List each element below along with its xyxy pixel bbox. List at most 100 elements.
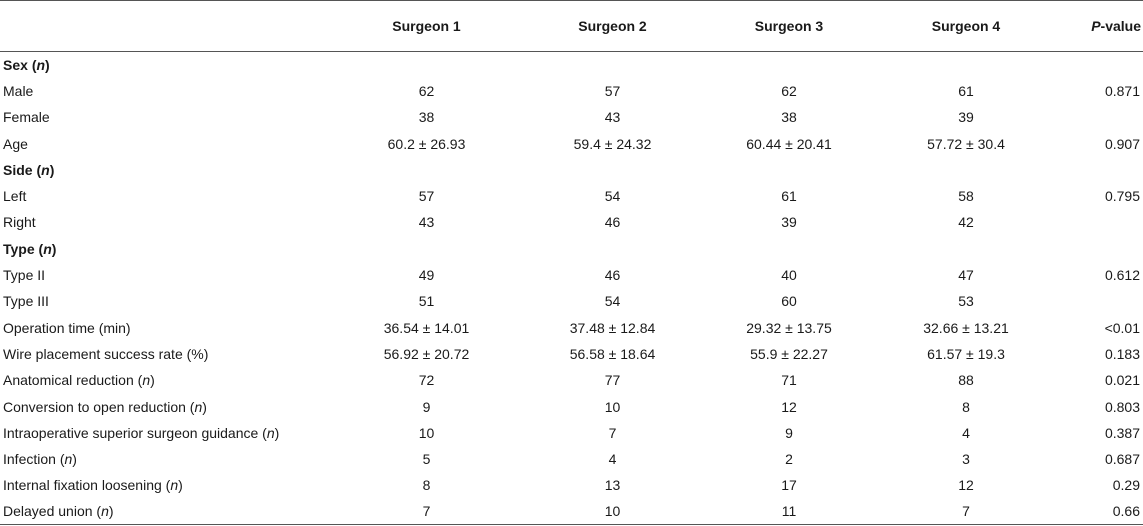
cell-surgeon-2: 54 bbox=[604, 188, 621, 205]
cell-p-value: 0.183 bbox=[1104, 345, 1140, 362]
table-row: Left 57 54 61 58 0.795 bbox=[0, 183, 1143, 209]
cell-surgeon-1: 38 bbox=[418, 109, 435, 126]
row-label: Side (n) bbox=[0, 157, 329, 183]
table-row: Type II 49 46 40 47 0.612 bbox=[0, 262, 1143, 288]
cell-surgeon-1 bbox=[329, 157, 524, 183]
table-row: Wire placement success rate (%) 56.92 ± 2… bbox=[0, 341, 1143, 367]
table-body: Sex (n) Male 62 57 62 61 0.871 Female 38 43 38 39 Ag… bbox=[0, 52, 1143, 526]
cell-surgeon-4: 61 bbox=[958, 82, 974, 99]
cell-p-value bbox=[1055, 52, 1143, 78]
row-label: Intraoperative superior surgeon guidance… bbox=[0, 420, 329, 446]
table-row: Operation time (min) 36.54 ± 14.01 37.48 ±… bbox=[0, 314, 1143, 340]
cell-surgeon-1: 57 bbox=[418, 188, 435, 205]
row-label-text: Delayed union bbox=[3, 503, 93, 520]
unit-n-italic: n bbox=[101, 503, 109, 520]
row-label: Delayed union (n) bbox=[0, 498, 329, 526]
cell-surgeon-2: 57 bbox=[604, 82, 621, 99]
cell-surgeon-3: 17 bbox=[781, 477, 797, 494]
cell-surgeon-2 bbox=[524, 157, 701, 183]
row-label-text: Type III bbox=[3, 293, 49, 310]
cell-p-value: <0.01 bbox=[1104, 319, 1140, 336]
row-label-text: Type II bbox=[3, 267, 46, 284]
cell-surgeon-2: 46 bbox=[604, 214, 621, 231]
cell-surgeon-1: 72 bbox=[418, 372, 435, 389]
cell-surgeon-1: 7 bbox=[329, 498, 524, 526]
cell-surgeon-3: 40 bbox=[781, 267, 797, 284]
cell-surgeon-4: 8 bbox=[962, 398, 970, 415]
cell-surgeon-1: 9 bbox=[422, 398, 431, 415]
row-label-unit: (n) bbox=[96, 503, 114, 520]
cell-surgeon-1: 43 bbox=[418, 214, 435, 231]
cell-p-value: 0.66 bbox=[1055, 498, 1143, 526]
row-label-text: Type bbox=[3, 240, 35, 257]
row-label: Type III bbox=[0, 288, 329, 314]
cell-surgeon-4 bbox=[877, 157, 1055, 183]
cell-surgeon-1 bbox=[329, 236, 524, 262]
cell-surgeon-4: 12 bbox=[958, 477, 974, 494]
cell-surgeon-2 bbox=[524, 236, 701, 262]
cell-surgeon-1: 60.2 ± 26.93 bbox=[387, 135, 466, 152]
row-label-text: Male bbox=[3, 82, 34, 99]
cell-p-value: 0.29 bbox=[1112, 477, 1140, 494]
row-label: Left bbox=[0, 183, 329, 209]
row-label-unit: (n) bbox=[59, 451, 77, 468]
table-row: Anatomical reduction (n) 72 77 71 88 0.021 bbox=[0, 367, 1143, 393]
row-label: Wire placement success rate (%) bbox=[0, 341, 329, 367]
cell-p-value bbox=[1055, 209, 1143, 235]
cell-p-value: 0.687 bbox=[1104, 451, 1140, 468]
cell-p-value bbox=[1055, 157, 1143, 183]
table-row: Male 62 57 62 61 0.871 bbox=[0, 78, 1143, 104]
cell-p-value: 0.387 bbox=[1104, 424, 1140, 441]
row-label: Anatomical reduction (n) bbox=[0, 367, 329, 393]
row-label-unit: (n) bbox=[262, 424, 280, 441]
row-label-text: Right bbox=[3, 214, 36, 231]
cell-surgeon-2: 54 bbox=[604, 293, 621, 310]
cell-surgeon-3: 61 bbox=[781, 188, 797, 205]
row-label-text: Internal fixation loosening bbox=[3, 477, 162, 494]
cell-surgeon-4: 3 bbox=[962, 451, 970, 468]
row-label-text: Conversion to open reduction bbox=[3, 398, 186, 415]
cell-surgeon-1: 8 bbox=[422, 477, 431, 494]
cell-surgeon-2: 37.48 ± 12.84 bbox=[569, 319, 656, 336]
header-surgeon-4: Surgeon 4 bbox=[877, 0, 1055, 52]
cell-surgeon-3 bbox=[701, 52, 877, 78]
cell-surgeon-2: 10 bbox=[524, 498, 701, 526]
cell-surgeon-3: 9 bbox=[785, 424, 793, 441]
row-label: Infection (n) bbox=[0, 446, 329, 472]
cell-surgeon-4 bbox=[877, 236, 1055, 262]
cell-surgeon-2: 56.58 ± 18.64 bbox=[569, 345, 656, 362]
cell-surgeon-1: 5 bbox=[422, 451, 431, 468]
header-surgeon-2: Surgeon 2 bbox=[524, 0, 701, 52]
row-label: Internal fixation loosening (n) bbox=[0, 472, 329, 498]
row-label: Female bbox=[0, 104, 329, 130]
row-label: Conversion to open reduction (n) bbox=[0, 393, 329, 419]
unit-n-italic: n bbox=[64, 451, 73, 468]
cell-surgeon-4: 32.66 ± 13.21 bbox=[923, 319, 1009, 336]
row-label-unit: (n) bbox=[165, 477, 183, 494]
row-label-text: Age bbox=[3, 135, 28, 152]
cell-p-value: 0.795 bbox=[1104, 188, 1140, 205]
table-header: Surgeon 1 Surgeon 2 Surgeon 3 Surgeon 4 … bbox=[0, 0, 1143, 52]
row-label-unit: (n) bbox=[36, 161, 55, 178]
cell-surgeon-4: 4 bbox=[962, 424, 970, 441]
cell-surgeon-3: 38 bbox=[781, 109, 797, 126]
cell-surgeon-1: 51 bbox=[418, 293, 435, 310]
cell-surgeon-2: 13 bbox=[604, 477, 621, 494]
row-label: Male bbox=[0, 78, 329, 104]
section-row: Sex (n) bbox=[0, 52, 1143, 78]
unit-n-italic: n bbox=[170, 477, 179, 494]
row-label: Operation time (min) bbox=[0, 314, 329, 340]
table-row: Type III 51 54 60 53 bbox=[0, 288, 1143, 314]
row-label-unit: (n) bbox=[137, 372, 155, 389]
cell-surgeon-1: 62 bbox=[418, 82, 435, 99]
table-row: Conversion to open reduction (n) 9 10 12 8 0.… bbox=[0, 393, 1143, 419]
row-label-text: Sex bbox=[3, 56, 28, 73]
header-blank bbox=[0, 0, 329, 52]
cell-surgeon-4: 7 bbox=[877, 498, 1055, 526]
table-row: Right 43 46 39 42 bbox=[0, 209, 1143, 235]
cell-surgeon-3: 11 bbox=[701, 498, 877, 526]
cell-surgeon-3: 39 bbox=[781, 214, 797, 231]
row-label-text: Wire placement success rate (%) bbox=[3, 345, 209, 362]
row-label: Age bbox=[0, 130, 329, 156]
